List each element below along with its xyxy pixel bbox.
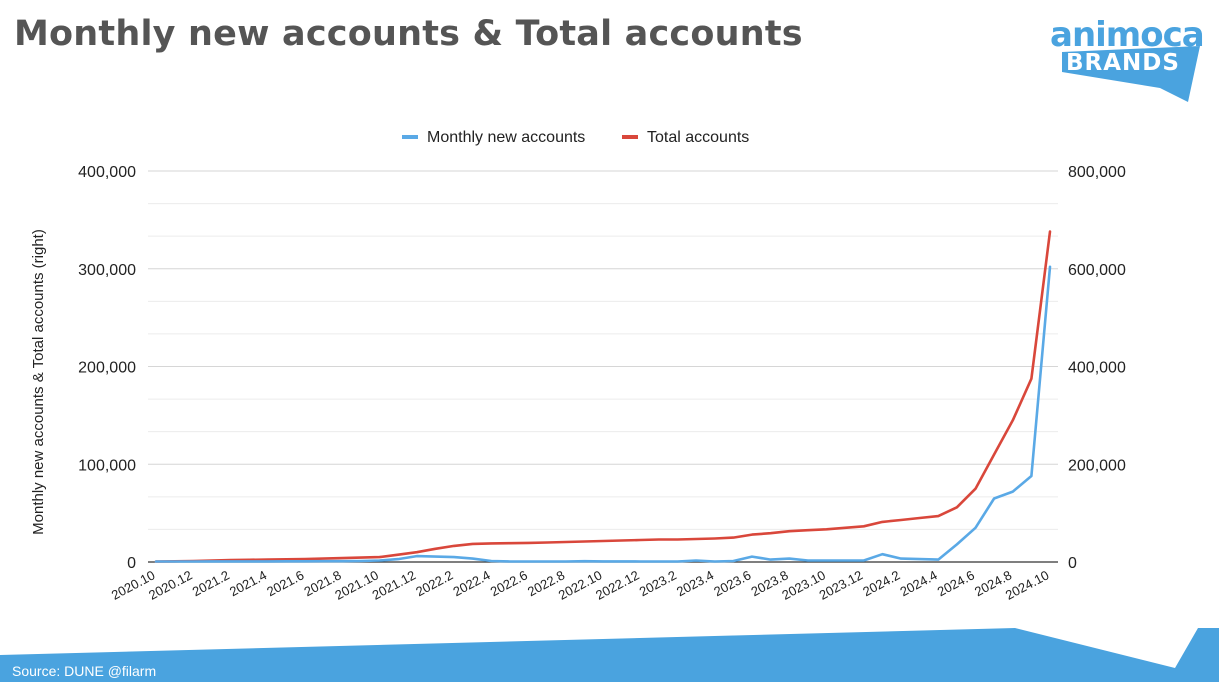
series-line-total-accounts <box>154 230 1052 563</box>
chart-legend: Monthly new accounts Total accounts <box>402 129 749 146</box>
y-right-tick-label: 0 <box>1068 555 1077 572</box>
y-right-tick-label: 600,000 <box>1068 262 1126 279</box>
y-left-tick-label: 0 <box>127 555 136 572</box>
logo-line-2: BRANDS <box>1066 50 1180 76</box>
legend-label-total: Total accounts <box>647 129 749 146</box>
y-right-tick-label: 800,000 <box>1068 164 1126 181</box>
source-note: Source: DUNE @filarm <box>12 663 157 679</box>
logo-line-1: animoca <box>1050 15 1204 55</box>
y-left-tick-label: 100,000 <box>78 457 136 474</box>
y-left-tick-label: 400,000 <box>78 164 136 181</box>
y-axis-label: Monthly new accounts & Total accounts (r… <box>30 229 47 535</box>
page-title: Monthly new accounts & Total accounts <box>14 14 803 54</box>
animoca-brands-logo: animoca BRANDS <box>1050 15 1205 102</box>
legend-label-monthly: Monthly new accounts <box>427 129 585 146</box>
y-right-tick-label: 400,000 <box>1068 360 1126 377</box>
y-right-tick-label: 200,000 <box>1068 457 1126 474</box>
footer-shape <box>0 628 1219 682</box>
y-left-tick-label: 200,000 <box>78 360 136 377</box>
y-left-tick-label: 300,000 <box>78 262 136 279</box>
series-lines <box>154 230 1052 563</box>
gridlines <box>148 170 1058 530</box>
logo-banner-shape <box>1062 46 1200 102</box>
series-line-monthly-new-accounts <box>154 265 1052 563</box>
